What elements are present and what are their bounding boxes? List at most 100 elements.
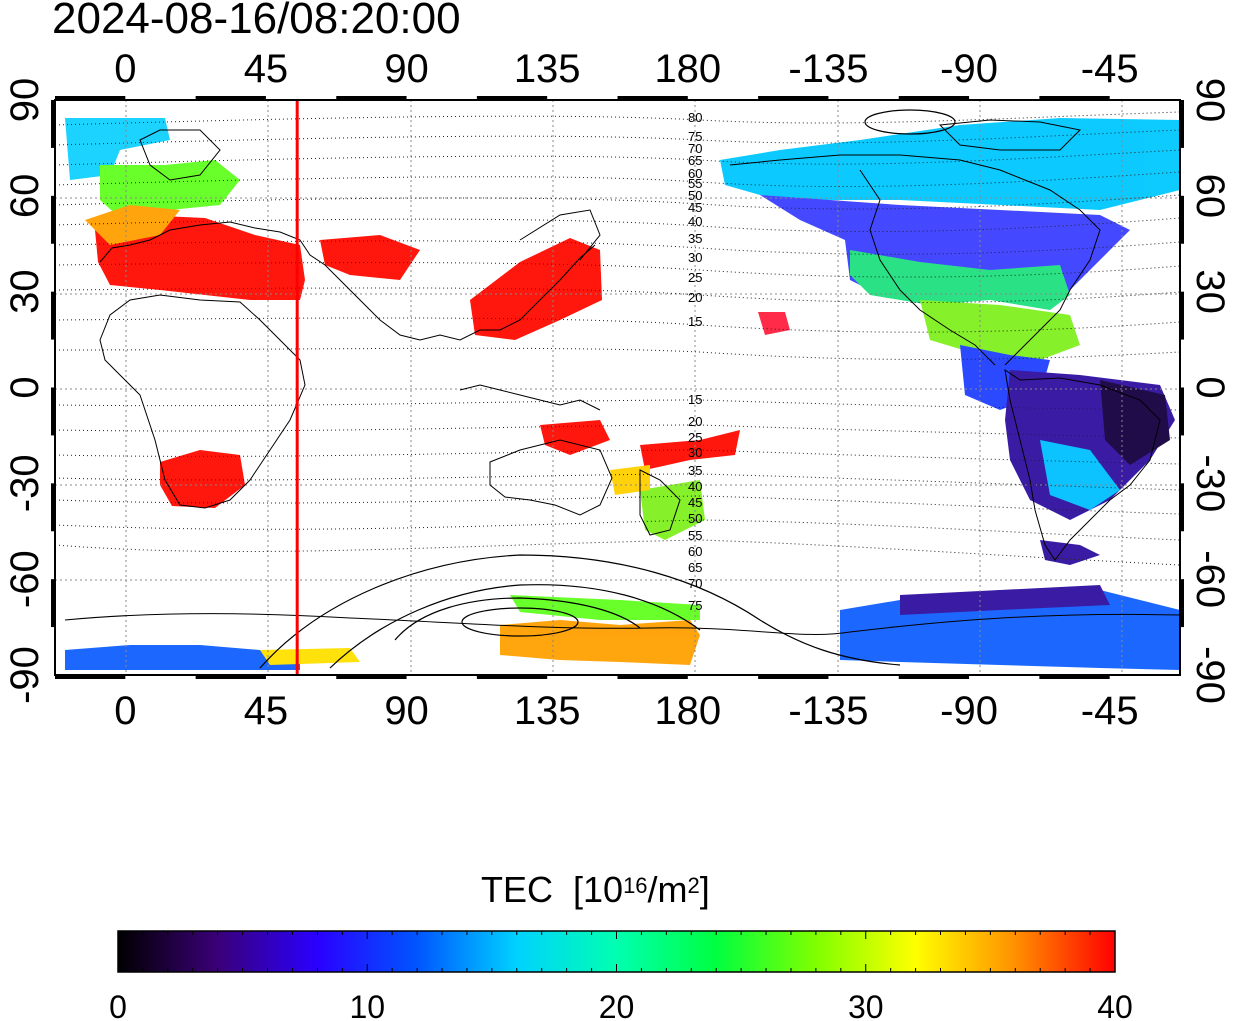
frame-band-top: [336, 96, 407, 101]
bottom-tick-label: 45: [244, 689, 289, 733]
top-tick-label: 135: [514, 47, 581, 91]
colorbar-unit-exp: 16: [623, 873, 648, 898]
colorbar-unit-prefix: [10: [573, 869, 624, 910]
south-contour-label: 65: [688, 560, 702, 575]
colorbar-tick-label: 20: [599, 989, 635, 1021]
colorbar-tick-label: 10: [349, 989, 385, 1021]
colorbar-title: TEC [1016/m2]: [481, 868, 710, 912]
frame-band-top: [617, 96, 688, 101]
south-contour-label: 55: [688, 528, 702, 543]
top-tick-label: 0: [114, 47, 136, 91]
frame-band-bottom: [55, 674, 126, 679]
south-contour-label: 25: [688, 430, 702, 445]
colorbar-unit-exp2: 2: [687, 873, 700, 898]
frame-band-left: [51, 579, 56, 628]
right-tick-label: -90: [1188, 646, 1232, 704]
coastlines: [64, 119, 1180, 635]
bottom-tick-label: -135: [788, 689, 868, 733]
north-contour-label: 35: [688, 231, 702, 246]
frame-band-bottom: [898, 674, 970, 679]
tec-cluster-hawaii: [758, 312, 790, 335]
frame-band-top: [758, 96, 829, 101]
top-tick-label: 90: [384, 47, 429, 91]
north-contour-label: 40: [688, 214, 702, 229]
south-contour-label: 60: [688, 544, 702, 559]
south-contour-label: 50: [688, 511, 702, 526]
tec-cluster-antarctic-yellow: [260, 648, 360, 665]
colorbar-tick-label: 30: [848, 989, 884, 1021]
south-contour-label: 70: [688, 576, 702, 591]
right-tick-label: -60: [1188, 550, 1232, 608]
tec-cluster-nz: [640, 430, 740, 470]
top-tick-label: -45: [1081, 47, 1139, 91]
tec-cluster-mideast: [320, 235, 420, 280]
frame-band-left: [51, 291, 56, 340]
south-contour-label: 45: [688, 495, 702, 510]
frame-band-bottom: [476, 674, 548, 679]
right-tick-label: 60: [1188, 174, 1232, 219]
right-axis-labels: 90 60 30 0 -30 -60 -90: [1188, 78, 1232, 704]
tec-cluster-oceania-yellow: [610, 465, 650, 495]
right-tick-label: 30: [1188, 269, 1232, 314]
left-tick-label: -60: [3, 550, 47, 608]
left-tick-label: 30: [3, 269, 47, 314]
left-tick-label: 90: [3, 78, 47, 123]
tec-cluster-south-america-east: [1100, 380, 1170, 465]
right-tick-label: 90: [1188, 78, 1232, 123]
tec-data-clusters: [65, 118, 1180, 670]
frame-band-right: [1179, 387, 1184, 436]
frame-band-left: [51, 483, 56, 532]
north-contour-label: 15: [688, 314, 702, 329]
tec-cluster-australia: [540, 420, 610, 455]
south-contour-label: 30: [688, 445, 702, 460]
north-contour-label: 55: [688, 176, 702, 191]
frame-band-top: [476, 96, 548, 101]
tec-cluster-north-atlantic: [65, 118, 170, 180]
colorbar-minor-ticks: [117, 931, 1116, 972]
frame-band-bottom: [336, 674, 407, 679]
colorbar-title-text: TEC: [481, 869, 553, 910]
tec-cluster-south-america-mid: [1040, 440, 1120, 510]
bottom-tick-label: -45: [1081, 689, 1139, 733]
bottom-tick-label: 90: [384, 689, 429, 733]
bottom-tick-label: 135: [514, 689, 581, 733]
south-contour-label: 75: [688, 598, 702, 613]
frame-band-top: [1039, 96, 1110, 101]
tec-cluster-antarctic-upper: [900, 585, 1110, 615]
bottom-tick-label: -90: [940, 689, 998, 733]
frame-band-right: [1179, 579, 1184, 628]
north-contour-label: 80: [688, 110, 702, 125]
frame-band-left: [51, 195, 56, 244]
north-contour-label: 45: [688, 200, 702, 215]
magnetic-contours-solid: [259, 109, 956, 669]
right-tick-label: -30: [1188, 454, 1232, 512]
frame-band-bottom: [617, 674, 688, 679]
tec-cluster-west-europe: [85, 205, 180, 245]
left-axis-labels: 90 60 30 0 -30 -60 -90: [3, 78, 47, 704]
frame-band-right: [1179, 100, 1184, 148]
frame-band-bottom: [1039, 674, 1110, 679]
top-axis-labels: 0 45 90 135 180 -135 -90 -45: [114, 47, 1138, 91]
north-contour-label: 60: [688, 166, 702, 181]
tec-cluster-antarctic-west: [65, 645, 300, 670]
top-tick-label: 180: [654, 47, 721, 91]
frame-band-top: [195, 96, 266, 101]
left-tick-label: -30: [3, 454, 47, 512]
south-contour-label: 35: [688, 463, 702, 478]
top-tick-label: 45: [244, 47, 289, 91]
bottom-axis-labels: 0 45 90 135 180 -135 -90 -45: [114, 689, 1138, 733]
frame-band-left: [51, 100, 56, 148]
tec-cluster-ross: [500, 620, 700, 665]
frame-band-bottom: [758, 674, 829, 679]
frame-band-right: [1179, 195, 1184, 244]
colorbar-tick-label: 40: [1097, 989, 1133, 1021]
north-contour-label: 20: [688, 290, 702, 305]
frame-band-top: [898, 96, 970, 101]
colorbar-unit-suffix: ]: [699, 869, 710, 910]
left-tick-label: -90: [3, 646, 47, 704]
grid-lines: [55, 100, 1180, 675]
